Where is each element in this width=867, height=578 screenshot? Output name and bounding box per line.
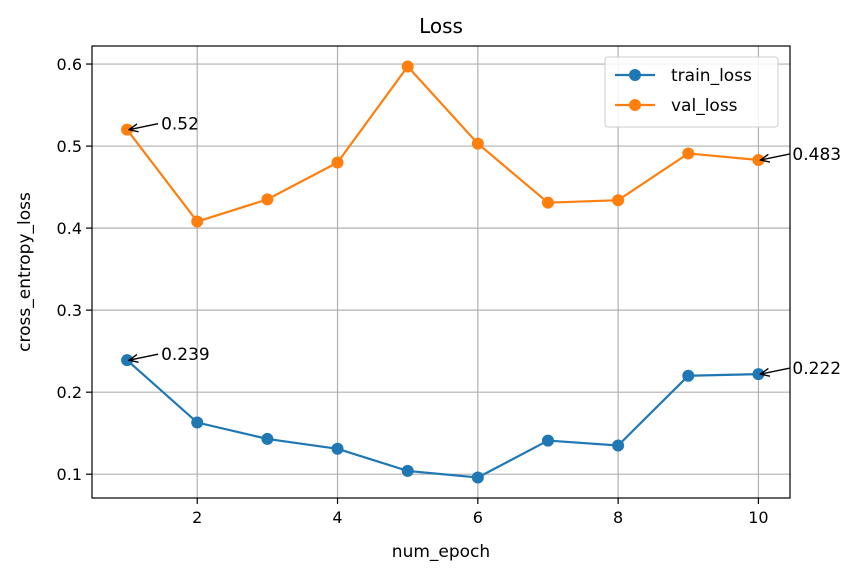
y-tick-label: 0.4 — [57, 219, 82, 238]
x-tick-label: 2 — [192, 508, 202, 527]
data-point-train_loss — [191, 416, 204, 429]
axes: 2 4 6 8 10 0.1 0.2 0.3 0.4 0.5 0.6 — [57, 45, 791, 527]
data-point-val_loss — [471, 137, 484, 150]
series-line-val_loss — [126, 64, 759, 223]
data-point-train_loss — [331, 442, 344, 455]
legend-swatch-marker — [629, 69, 641, 81]
y-tick-label: 0.3 — [57, 301, 82, 320]
data-point-val_loss — [541, 196, 554, 209]
x-axis-label: num_epoch — [392, 542, 490, 562]
x-tick-label: 4 — [332, 508, 342, 527]
annotation-label: 0.483 — [792, 145, 841, 165]
annotation-arrow — [760, 367, 790, 374]
x-tick-label: 8 — [613, 508, 623, 527]
series-line-train_loss — [126, 359, 759, 479]
annotation-arrow — [129, 353, 159, 360]
data-point-train_loss — [682, 369, 695, 382]
annotation-label: 0.222 — [792, 359, 841, 379]
legend: train_loss val_loss — [604, 56, 779, 128]
annotation-label: 0.52 — [161, 115, 199, 135]
y-tick-label: 0.5 — [57, 137, 82, 156]
data-point-val_loss — [682, 147, 695, 160]
data-point-train_loss — [471, 471, 484, 484]
y-tick-label: 0.2 — [57, 383, 82, 402]
data-point-train_loss — [612, 439, 625, 452]
x-tick-label: 10 — [748, 508, 768, 527]
plot-frame — [91, 45, 791, 499]
series-layer — [121, 60, 765, 484]
data-point-val_loss — [401, 60, 414, 73]
legend-swatch-marker — [629, 99, 641, 111]
data-point-train_loss — [541, 434, 554, 447]
data-point-train_loss — [401, 464, 414, 477]
legend-entry-train_loss: train_loss — [671, 66, 752, 86]
chart-title: Loss — [419, 14, 463, 38]
annotations: 0.52 0.483 0.239 0.222 — [129, 115, 841, 379]
data-point-train_loss — [261, 432, 274, 445]
y-tick-label: 0.1 — [57, 465, 82, 484]
y-axis-label: cross_entropy_loss — [15, 192, 35, 352]
annotation-arrow — [129, 122, 159, 130]
annotation-arrow — [760, 153, 790, 160]
data-point-val_loss — [331, 156, 344, 169]
data-point-val_loss — [191, 215, 204, 228]
data-point-val_loss — [261, 193, 274, 206]
y-tick-label: 0.6 — [57, 55, 82, 74]
data-point-val_loss — [612, 194, 625, 207]
legend-entry-val_loss: val_loss — [671, 96, 738, 116]
x-tick-label: 6 — [473, 508, 483, 527]
annotation-label: 0.239 — [161, 345, 210, 365]
